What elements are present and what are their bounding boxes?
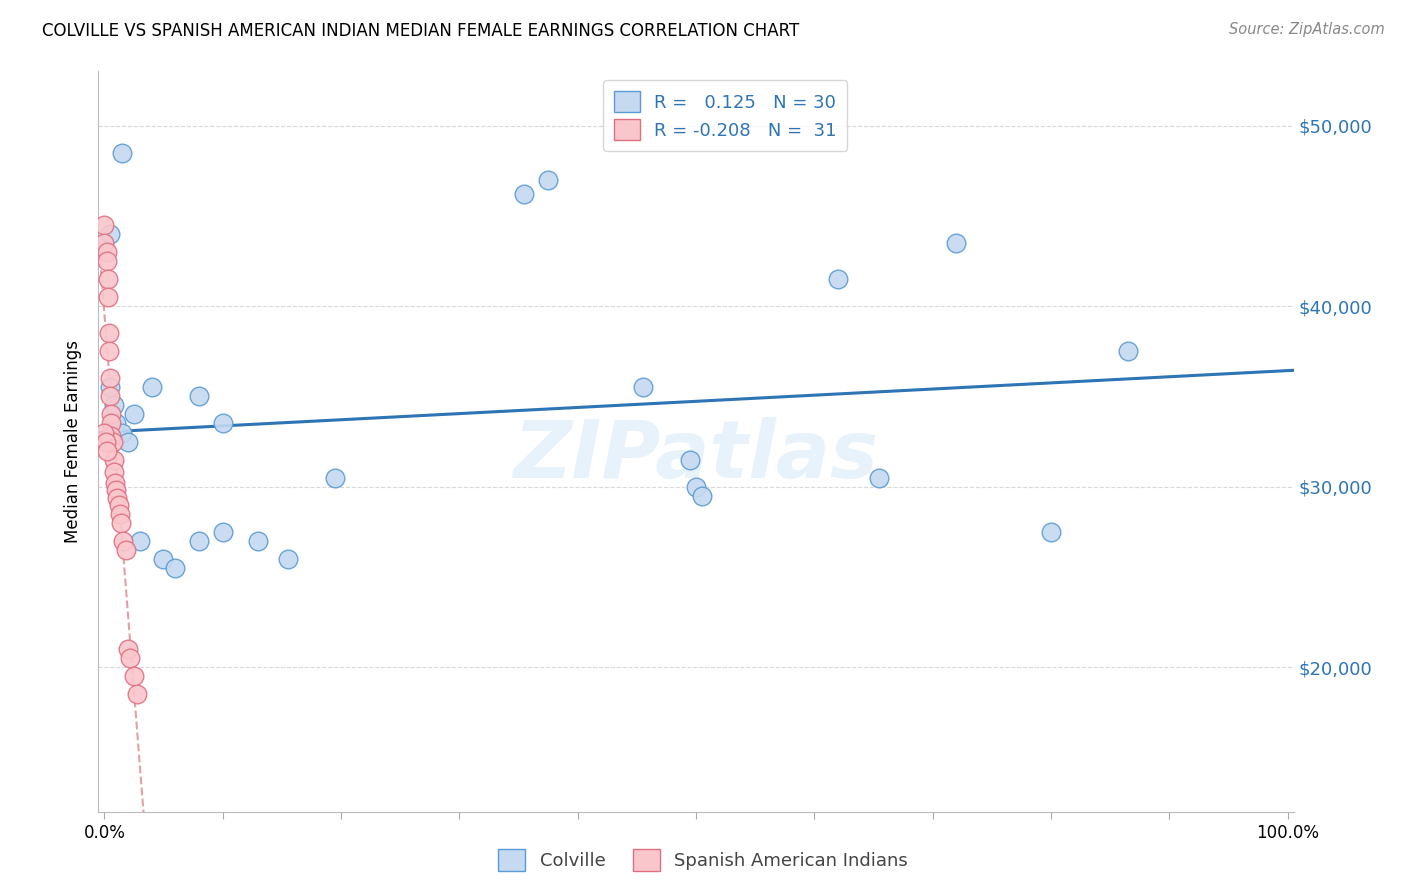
Point xyxy=(96,244,118,259)
Point xyxy=(98,371,121,385)
Point xyxy=(679,452,702,467)
Point xyxy=(98,389,121,403)
Text: COLVILLE VS SPANISH AMERICAN INDIAN MEDIAN FEMALE EARNINGS CORRELATION CHART: COLVILLE VS SPANISH AMERICAN INDIAN MEDI… xyxy=(42,22,800,40)
Point xyxy=(117,434,139,449)
Point xyxy=(211,417,233,431)
Point xyxy=(111,425,134,440)
Point xyxy=(93,425,115,440)
Point xyxy=(247,533,270,548)
Point xyxy=(103,465,125,479)
Y-axis label: Median Female Earnings: Median Female Earnings xyxy=(65,340,83,543)
Point xyxy=(141,380,163,394)
Point xyxy=(188,389,211,403)
Point xyxy=(152,552,174,566)
Point xyxy=(945,235,967,250)
Point xyxy=(122,669,145,683)
Legend: Colville, Spanish American Indians: Colville, Spanish American Indians xyxy=(491,842,915,879)
Legend: R =   0.125   N = 30, R = -0.208   N =  31: R = 0.125 N = 30, R = -0.208 N = 31 xyxy=(603,80,848,151)
Point xyxy=(100,429,122,443)
Point xyxy=(165,561,187,575)
Point xyxy=(111,145,134,160)
Point xyxy=(98,227,121,241)
Point xyxy=(868,470,890,484)
Point xyxy=(105,491,128,505)
Point xyxy=(277,552,299,566)
Point xyxy=(107,498,129,512)
Point xyxy=(96,443,118,458)
Point xyxy=(100,417,122,431)
Point xyxy=(122,408,145,422)
Point xyxy=(103,452,125,467)
Point xyxy=(211,524,233,539)
Point xyxy=(93,218,115,232)
Point xyxy=(105,483,128,498)
Point xyxy=(120,651,142,665)
Point xyxy=(1039,524,1062,539)
Point xyxy=(98,326,121,341)
Point xyxy=(110,516,132,530)
Point xyxy=(188,533,211,548)
Point xyxy=(537,172,560,186)
Point xyxy=(98,380,121,394)
Text: Source: ZipAtlas.com: Source: ZipAtlas.com xyxy=(1229,22,1385,37)
Point xyxy=(104,476,127,491)
Point xyxy=(97,290,120,304)
Point xyxy=(100,408,122,422)
Point xyxy=(94,434,117,449)
Point xyxy=(108,507,131,521)
Point xyxy=(98,344,121,359)
Point xyxy=(827,272,849,286)
Point xyxy=(117,642,139,657)
Point xyxy=(128,533,150,548)
Point xyxy=(103,399,125,413)
Point xyxy=(114,542,136,557)
Point xyxy=(96,254,118,268)
Text: ZIPatlas: ZIPatlas xyxy=(513,417,879,495)
Point xyxy=(93,235,115,250)
Point xyxy=(690,489,713,503)
Point xyxy=(685,480,707,494)
Point xyxy=(323,470,346,484)
Point xyxy=(513,187,536,202)
Point xyxy=(631,380,654,394)
Point xyxy=(127,687,149,701)
Point xyxy=(101,434,124,449)
Point xyxy=(105,417,128,431)
Point xyxy=(97,272,120,286)
Point xyxy=(112,533,135,548)
Point xyxy=(1116,344,1139,359)
